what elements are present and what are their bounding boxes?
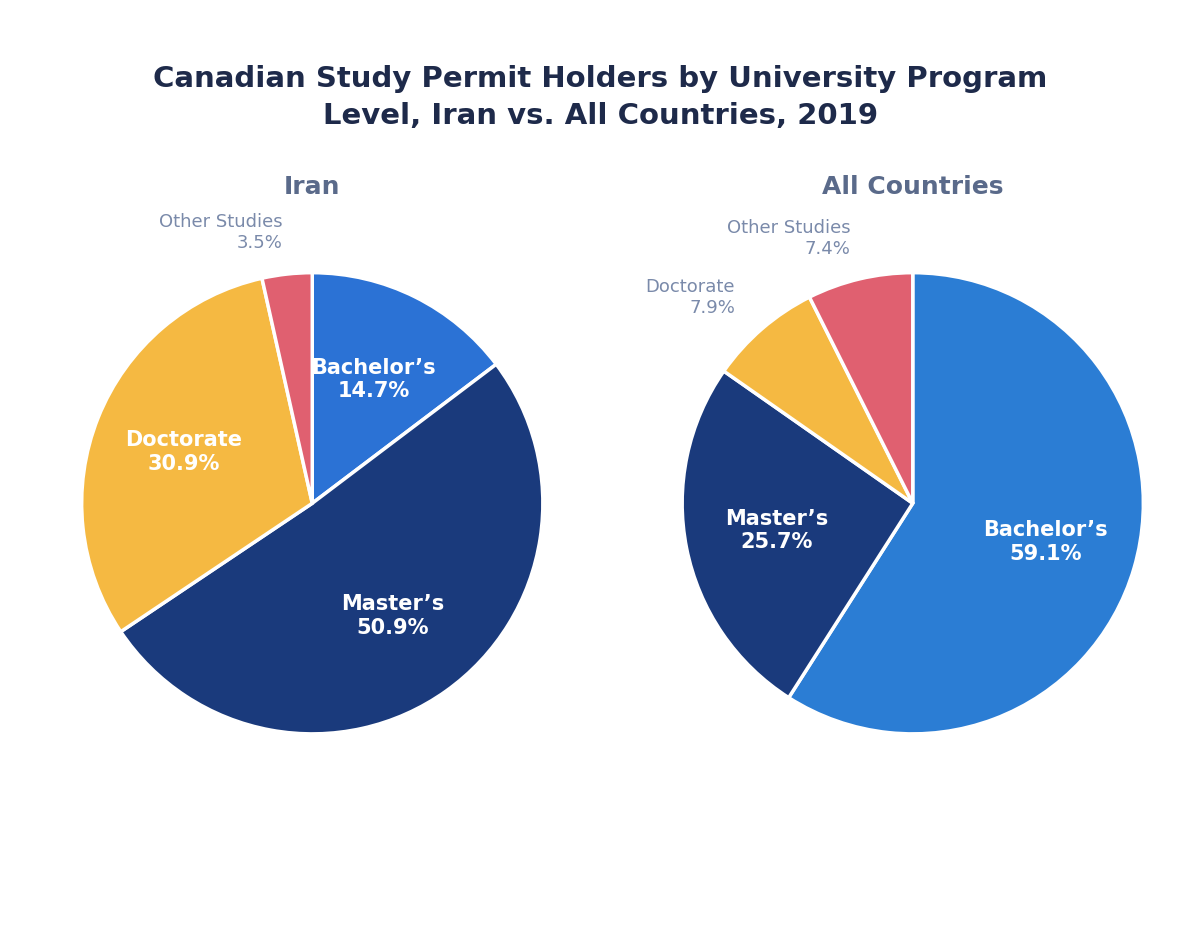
Title: Iran: Iran [283, 175, 341, 199]
Wedge shape [682, 371, 913, 698]
Text: Other Studies
3.5%: Other Studies 3.5% [159, 213, 282, 253]
Text: Bachelor’s
14.7%: Bachelor’s 14.7% [311, 358, 436, 401]
Wedge shape [121, 364, 543, 733]
Text: Bachelor’s
59.1%: Bachelor’s 59.1% [984, 520, 1107, 564]
Text: Canadian Study Permit Holders by University Program
Level, Iran vs. All Countrie: Canadian Study Permit Holders by Univers… [154, 65, 1047, 130]
Title: All Countries: All Countries [821, 175, 1004, 199]
Wedge shape [789, 273, 1143, 733]
Wedge shape [724, 297, 913, 503]
Wedge shape [262, 273, 312, 503]
Text: Master’s
50.9%: Master’s 50.9% [341, 595, 444, 637]
Wedge shape [809, 273, 913, 503]
Wedge shape [312, 273, 496, 503]
Text: Doctorate
30.9%: Doctorate 30.9% [125, 431, 243, 473]
Text: Doctorate
7.9%: Doctorate 7.9% [645, 278, 735, 317]
Text: Other Studies
7.4%: Other Studies 7.4% [727, 219, 850, 258]
Wedge shape [82, 279, 312, 632]
Text: Master’s
25.7%: Master’s 25.7% [725, 509, 829, 552]
